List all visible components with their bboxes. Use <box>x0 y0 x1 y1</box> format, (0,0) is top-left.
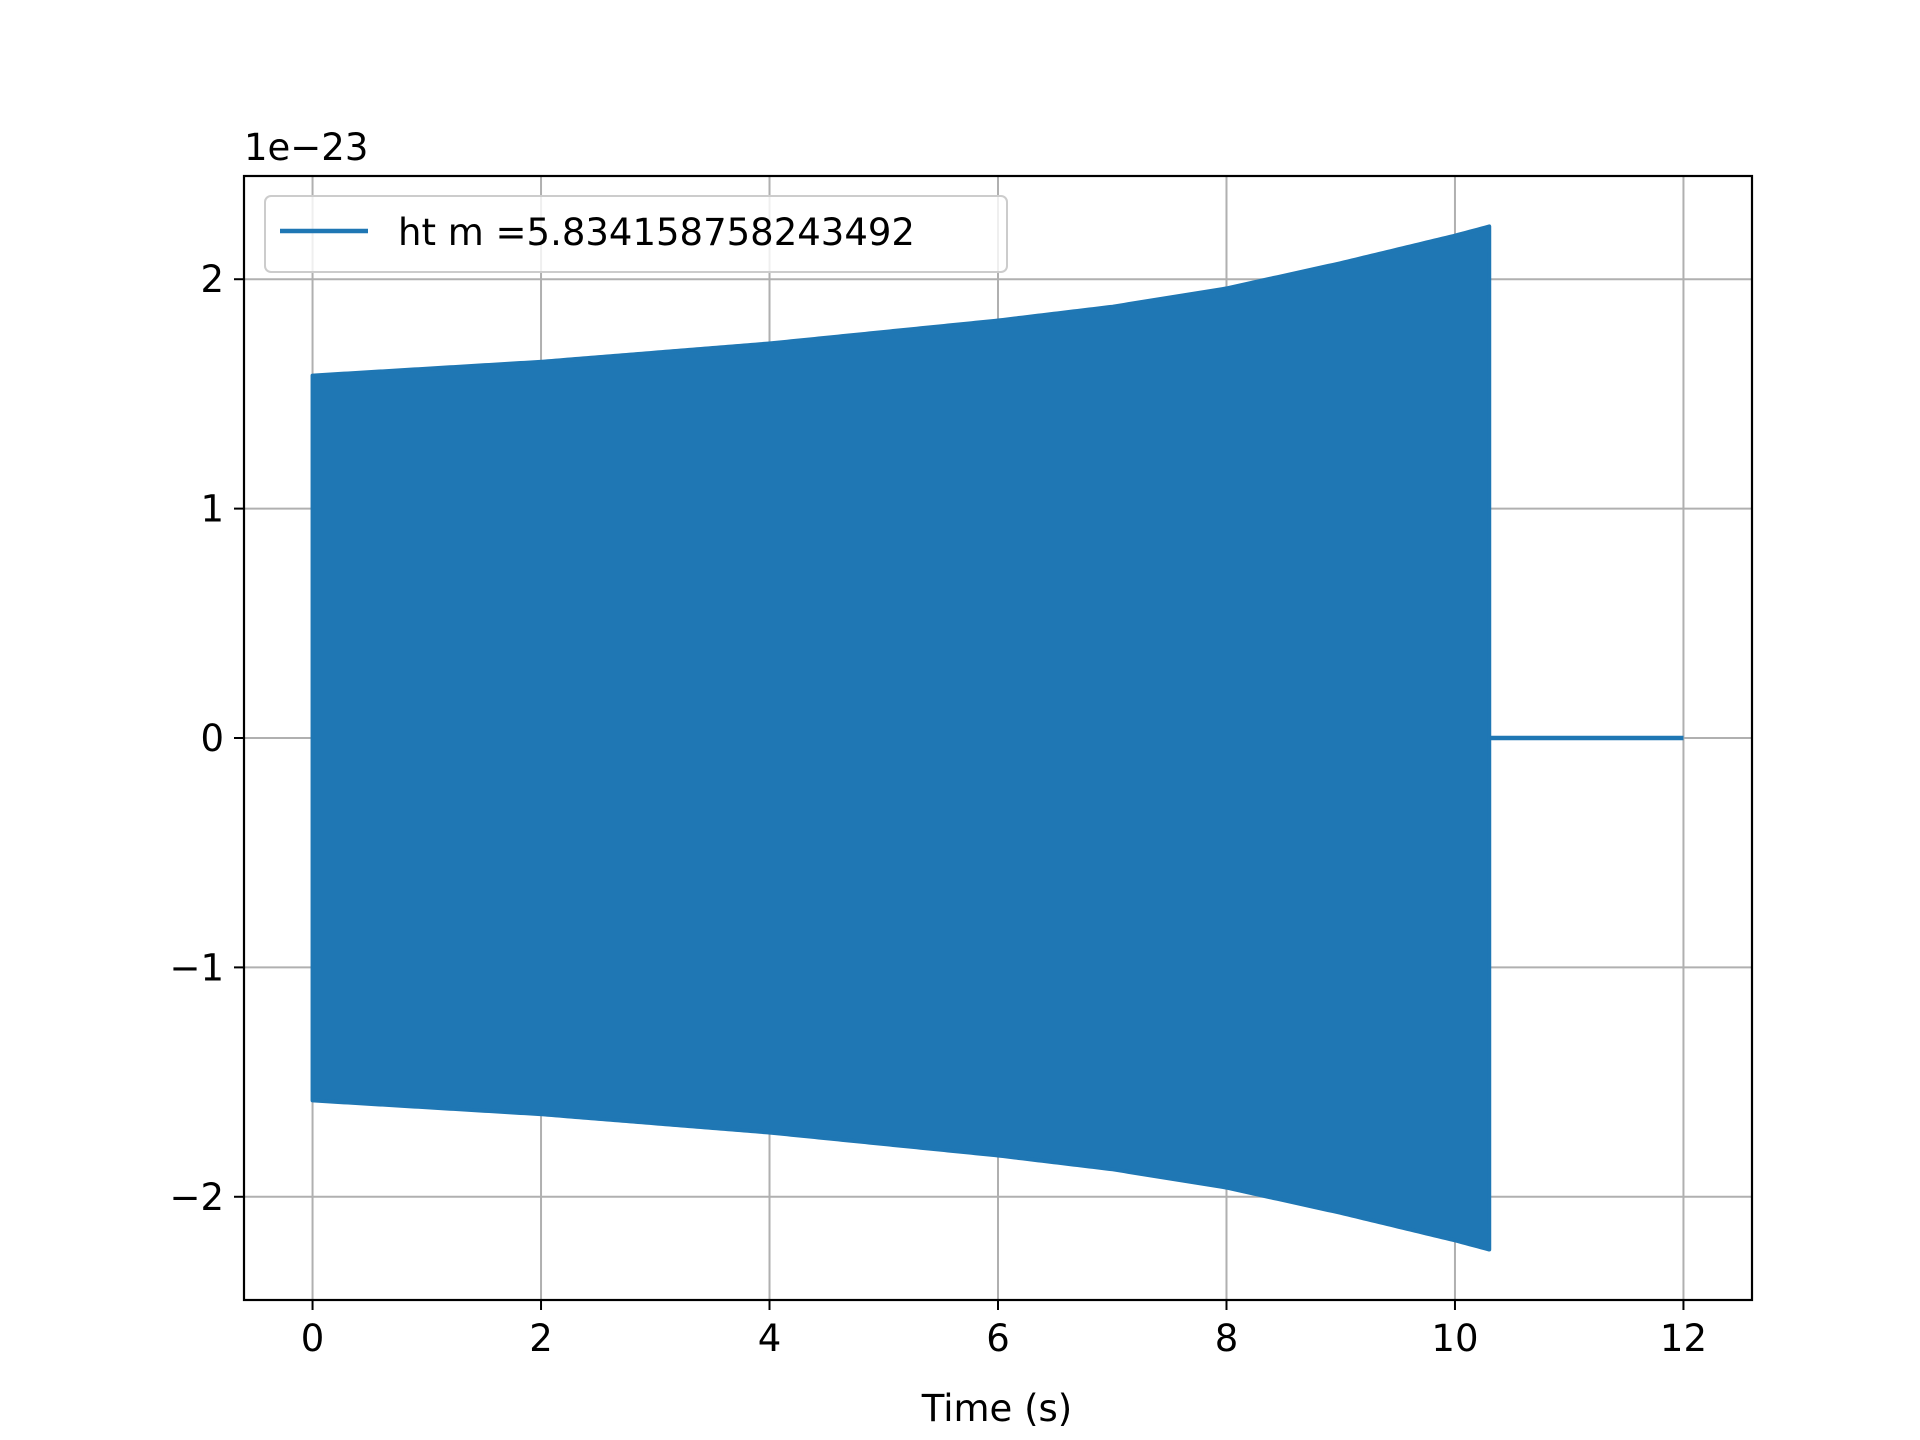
legend-label: ht m =5.834158758243492 <box>398 211 915 254</box>
legend: ht m =5.834158758243492 <box>264 195 1008 273</box>
y-tick-label: 0 <box>200 717 224 760</box>
plot-area <box>310 224 1684 1252</box>
x-tick-label: 0 <box>301 1317 325 1360</box>
y-tick-label: 2 <box>200 258 224 301</box>
y-tick-label: −1 <box>169 946 224 989</box>
x-tick-label: 12 <box>1660 1317 1707 1360</box>
x-tick-label: 4 <box>758 1317 782 1360</box>
x-tick-label: 8 <box>1215 1317 1239 1360</box>
x-tick-label: 2 <box>529 1317 553 1360</box>
y-offset-label: 1e−23 <box>244 126 368 169</box>
x-tick-label: 10 <box>1431 1317 1478 1360</box>
x-tick-label: 6 <box>986 1317 1010 1360</box>
x-axis-label: Time (s) <box>921 1387 1072 1430</box>
signal-band <box>310 224 1492 1252</box>
y-tick-label: 1 <box>200 488 224 531</box>
y-tick-label: −2 <box>169 1176 224 1219</box>
legend-frame <box>264 195 1008 273</box>
